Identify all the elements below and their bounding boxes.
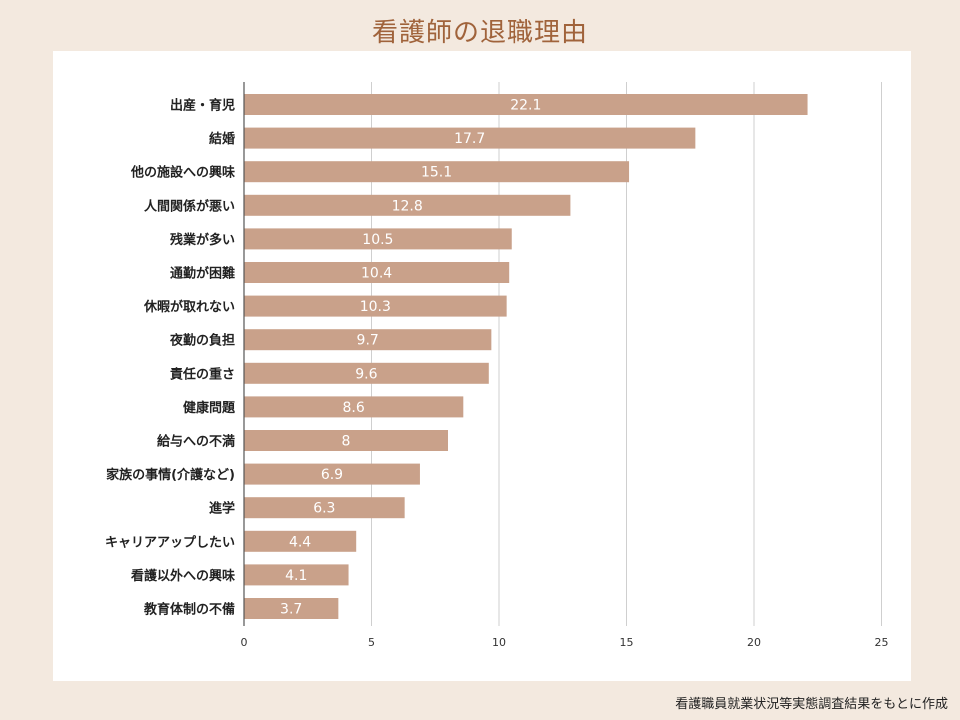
category-label: 給与への不満 [157, 434, 235, 450]
bar [244, 161, 630, 183]
bar [244, 228, 512, 250]
category-label: 責任の重さ [170, 366, 235, 382]
bar [244, 194, 571, 216]
value-label: 3.7 [280, 602, 302, 618]
category-label: 休暇が取れない [143, 299, 235, 315]
category-label: 人間関係が悪い [144, 198, 235, 214]
bar [244, 94, 808, 115]
x-tick-label: 10 [492, 636, 506, 649]
chart-panel: 0 5 10 15 20 25 出産・育児 22.1 結婚 17.7 他の施設への興味 15.1 人間関… [53, 51, 911, 681]
category-label: 他の施設への興味 [130, 165, 235, 181]
value-label: 10.5 [362, 232, 393, 248]
category-label: 結婚 [209, 131, 235, 147]
bar [244, 362, 489, 384]
x-tick-label: 20 [747, 636, 761, 649]
category-label: 通勤が困難 [170, 266, 235, 282]
category-label: 教育体制の不備 [143, 602, 235, 618]
bar [244, 262, 510, 283]
bar [244, 396, 464, 418]
x-tick-label: 0 [241, 636, 248, 649]
value-label: 15.1 [421, 165, 452, 181]
category-label: キャリアアップしたい [105, 535, 235, 550]
value-label: 4.1 [285, 568, 307, 584]
bar [244, 530, 357, 552]
bar [244, 463, 420, 485]
x-tick-label: 5 [368, 636, 375, 649]
category-label: 看護以外への興味 [131, 568, 235, 584]
bar [244, 497, 405, 519]
value-label: 9.7 [357, 333, 379, 349]
page-title: 看護師の退職理由 [371, 18, 588, 48]
category-label: 健康問題 [183, 400, 236, 416]
bar [244, 430, 448, 451]
source-note: 看護職員就業状況等実態調査結果をもとに作成 [675, 697, 948, 712]
bar [244, 127, 696, 149]
category-label: 夜勤の負担 [169, 333, 235, 349]
value-label: 22.1 [510, 98, 541, 114]
category-label: 出産・育児 [170, 98, 235, 114]
bar-chart: 0 5 10 15 20 25 出産・育児 22.1 結婚 17.7 他の施設への興味 15.1 人間関… [105, 82, 889, 649]
value-label: 9.6 [355, 366, 377, 382]
category-label: 家族の事情(介護など) [106, 467, 235, 483]
x-tick-label: 25 [875, 636, 889, 649]
value-label: 6.3 [313, 501, 335, 517]
category-label: 残業が多い [170, 232, 235, 248]
bar [244, 295, 507, 317]
bar [244, 598, 339, 619]
category-label: 進学 [209, 501, 235, 517]
value-label: 6.9 [321, 467, 343, 483]
bar [244, 329, 492, 351]
value-label: 4.4 [289, 534, 311, 550]
value-label: 8.6 [343, 400, 365, 416]
value-label: 8 [342, 434, 351, 450]
bar [244, 564, 349, 586]
value-label: 12.8 [392, 198, 423, 214]
value-label: 10.4 [361, 266, 392, 282]
x-tick-label: 15 [620, 636, 634, 649]
value-label: 17.7 [454, 131, 485, 147]
value-label: 10.3 [360, 299, 391, 315]
